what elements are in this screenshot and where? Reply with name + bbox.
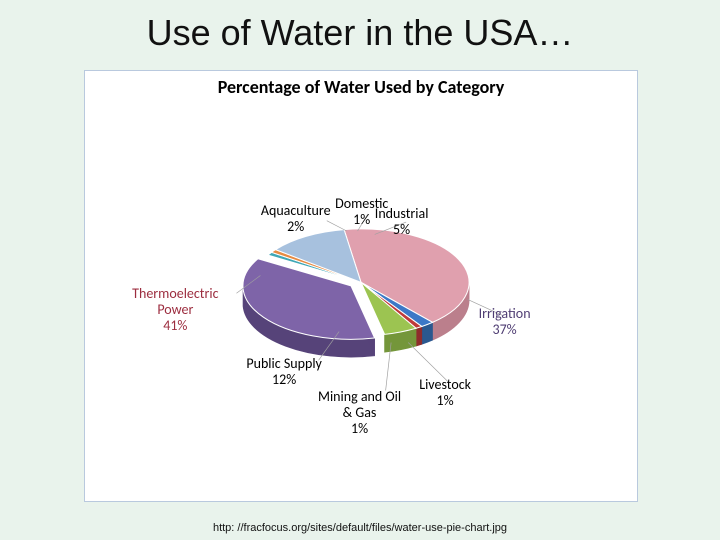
slice-label-percent: 1% (419, 393, 471, 409)
slice-label-percent: 5% (375, 222, 429, 238)
slice-label-name: Industrial (375, 205, 429, 222)
slice-label-name: Mining and Oil & Gas (315, 389, 405, 421)
slice-label-name: Livestock (419, 376, 471, 393)
slice-label: Public Supply12% (246, 356, 322, 388)
slice-label-percent: 12% (246, 372, 322, 388)
chart-container: Percentage of Water Used by Category The… (84, 70, 638, 502)
slice-label-percent: 37% (479, 322, 531, 338)
slice-label: Thermoelectric Power41% (130, 286, 220, 334)
slice-label-percent: 2% (261, 219, 331, 235)
slice-label: Mining and Oil & Gas1% (315, 389, 405, 437)
slice-label: Aquaculture2% (261, 203, 331, 235)
chart-title: Percentage of Water Used by Category (85, 77, 637, 98)
slice-label: Livestock1% (419, 377, 471, 409)
slice-label-name: Thermoelectric Power (130, 286, 220, 318)
slice-label: Irrigation37% (479, 306, 531, 338)
slice-label-percent: 1% (315, 421, 405, 437)
slice-label-name: Aquaculture (261, 202, 331, 219)
slide: Use of Water in the USA… Percentage of W… (0, 0, 720, 540)
slice-label: Industrial5% (375, 206, 429, 238)
slide-title: Use of Water in the USA… (0, 12, 720, 54)
slice-label-name: Irrigation (479, 305, 531, 322)
pie-chart: Thermoelectric Power41%Aquaculture2%Dome… (171, 166, 551, 426)
caption-source-url: http: //fracfocus.org/sites/default/file… (0, 522, 720, 534)
slice-label-percent: 41% (130, 318, 220, 334)
slice-label-name: Public Supply (246, 355, 322, 372)
